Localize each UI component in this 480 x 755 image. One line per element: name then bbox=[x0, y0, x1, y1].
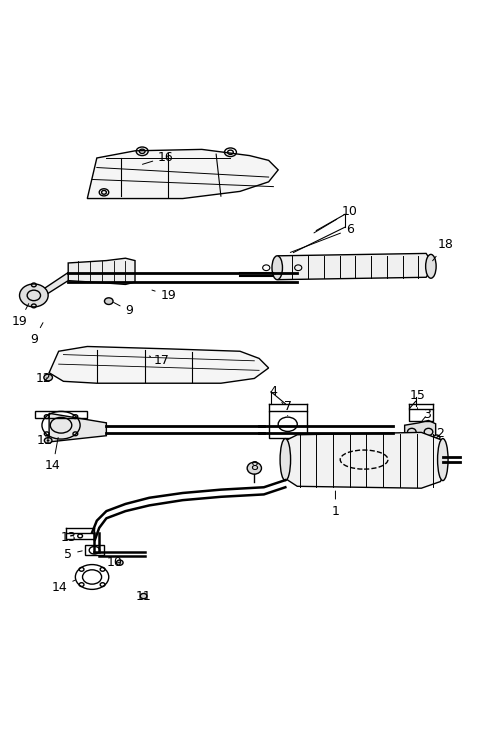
Text: 15: 15 bbox=[409, 389, 425, 408]
Text: 2: 2 bbox=[436, 427, 444, 440]
Text: 8: 8 bbox=[250, 461, 258, 473]
Text: 12: 12 bbox=[36, 372, 51, 385]
Text: 13: 13 bbox=[60, 531, 76, 544]
Text: 1: 1 bbox=[332, 491, 339, 518]
Ellipse shape bbox=[247, 462, 262, 474]
Ellipse shape bbox=[285, 443, 290, 448]
Ellipse shape bbox=[44, 438, 52, 443]
Ellipse shape bbox=[116, 560, 123, 565]
Polygon shape bbox=[283, 433, 445, 488]
Text: 18: 18 bbox=[432, 239, 453, 260]
Text: 14: 14 bbox=[45, 437, 61, 473]
Text: 9: 9 bbox=[30, 322, 43, 346]
Text: 10: 10 bbox=[314, 205, 358, 233]
Text: 4: 4 bbox=[269, 385, 283, 404]
Ellipse shape bbox=[272, 256, 282, 279]
Ellipse shape bbox=[280, 439, 290, 481]
Ellipse shape bbox=[105, 297, 113, 304]
Ellipse shape bbox=[20, 284, 48, 307]
Polygon shape bbox=[274, 254, 431, 279]
Text: 9: 9 bbox=[114, 303, 133, 317]
Text: 10: 10 bbox=[107, 556, 123, 569]
Polygon shape bbox=[68, 258, 135, 285]
Text: 19: 19 bbox=[152, 289, 176, 302]
Polygon shape bbox=[49, 347, 269, 384]
Ellipse shape bbox=[433, 435, 440, 440]
Text: 14: 14 bbox=[52, 580, 75, 594]
Ellipse shape bbox=[44, 374, 52, 381]
Text: 3: 3 bbox=[422, 408, 431, 421]
Polygon shape bbox=[39, 273, 68, 299]
Text: 19: 19 bbox=[12, 304, 29, 328]
Text: 11: 11 bbox=[36, 434, 52, 447]
Text: 16: 16 bbox=[143, 150, 174, 165]
Polygon shape bbox=[405, 421, 436, 440]
Text: 11: 11 bbox=[136, 590, 152, 602]
Text: 17: 17 bbox=[149, 354, 169, 367]
Ellipse shape bbox=[438, 439, 448, 481]
Polygon shape bbox=[49, 413, 107, 442]
Polygon shape bbox=[87, 149, 278, 199]
Text: 7: 7 bbox=[284, 399, 292, 416]
Ellipse shape bbox=[140, 593, 147, 599]
Text: 5: 5 bbox=[64, 547, 82, 560]
Text: 6: 6 bbox=[290, 223, 354, 252]
Ellipse shape bbox=[426, 254, 436, 279]
